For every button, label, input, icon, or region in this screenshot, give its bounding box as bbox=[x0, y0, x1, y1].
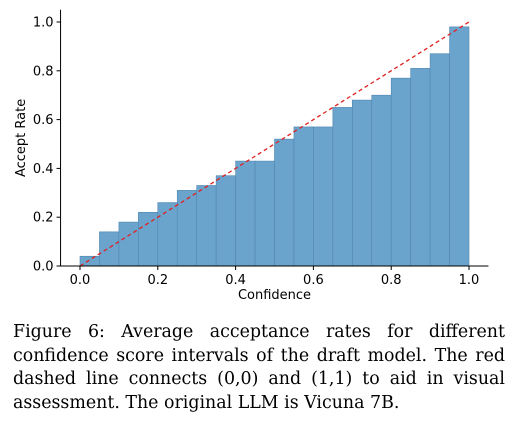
figure-caption: Figure 6: Average acceptance rates for d… bbox=[13, 322, 505, 413]
bar bbox=[157, 202, 178, 267]
x-ticks-group: 0.0 0.2 0.4 0.6 0.8 1.0 bbox=[70, 266, 480, 288]
bar bbox=[99, 231, 120, 267]
x-tick-label: 0.8 bbox=[381, 273, 402, 288]
bar bbox=[371, 94, 392, 267]
bars-group bbox=[79, 26, 470, 267]
bar bbox=[429, 53, 450, 267]
bar bbox=[351, 99, 373, 267]
x-tick-label: 0.4 bbox=[225, 273, 246, 288]
bar bbox=[293, 126, 314, 267]
y-tick-label: 0.0 bbox=[33, 260, 54, 275]
bar bbox=[196, 185, 217, 267]
bar bbox=[449, 26, 470, 267]
axes-group bbox=[60, 9, 489, 267]
bar bbox=[215, 175, 236, 267]
bar bbox=[138, 212, 159, 267]
bar bbox=[254, 160, 275, 267]
bar bbox=[390, 77, 411, 267]
y-tick-label: 1.0 bbox=[33, 16, 54, 31]
bar bbox=[313, 126, 334, 267]
y-tick-label: 0.6 bbox=[33, 113, 54, 128]
bar bbox=[235, 160, 256, 267]
bar bbox=[118, 221, 139, 267]
x-axis-label: Confidence bbox=[238, 288, 311, 303]
bar bbox=[410, 68, 431, 267]
acceptance-rate-histogram: 0.0 0.2 0.4 0.6 0.8 1.0 0.0 0.2 0.4 0.6 0.8 1.0 Co… bbox=[14, 9, 489, 303]
bar bbox=[274, 138, 295, 267]
y-tick-label: 0.2 bbox=[33, 211, 54, 226]
y-axis-label: Accept Rate bbox=[14, 99, 29, 177]
y-ticks-group: 0.0 0.2 0.4 0.6 0.8 1.0 bbox=[33, 16, 61, 275]
bar bbox=[176, 190, 198, 267]
x-tick-label: 0.6 bbox=[303, 273, 324, 288]
y-tick-label: 0.4 bbox=[33, 162, 54, 177]
x-tick-label: 0.2 bbox=[147, 273, 168, 288]
y-tick-label: 0.8 bbox=[33, 64, 54, 79]
x-tick-label: 0.0 bbox=[70, 273, 91, 288]
bar bbox=[332, 107, 353, 267]
x-tick-label: 1.0 bbox=[459, 273, 480, 288]
